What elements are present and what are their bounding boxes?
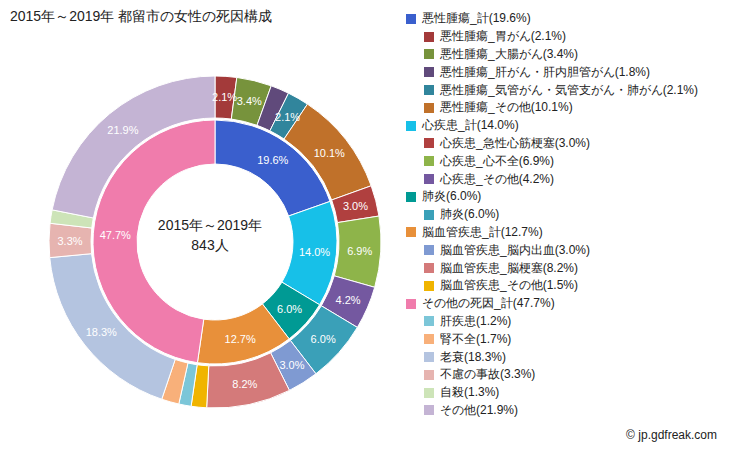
svg-text:3.0%: 3.0% bbox=[279, 359, 304, 371]
html-text:2015年～2019年 都留市の女性の死因構成: 2015年～2019年 都留市の女性の死因構成 bbox=[10, 8, 273, 24]
svg-text:4.2%: 4.2% bbox=[336, 294, 361, 306]
html-text:脳血管疾患_計(12.7%): 脳血管疾患_計(12.7%) bbox=[422, 225, 543, 239]
html-text:脳血管疾患_その他(1.5%): 脳血管疾患_その他(1.5%) bbox=[440, 278, 578, 293]
svg-text:6.0%: 6.0% bbox=[277, 303, 302, 315]
svg-text:10.1%: 10.1% bbox=[314, 147, 345, 159]
svg-text:8.2%: 8.2% bbox=[232, 378, 257, 390]
html-text:その他(21.9%): その他(21.9%) bbox=[440, 402, 518, 417]
html-text:心疾患_急性心筋梗塞(3.0%): 心疾患_急性心筋梗塞(3.0%) bbox=[440, 136, 590, 150]
html-text:843人: 843人 bbox=[191, 237, 229, 253]
html-text:老衰(18.3%): 老衰(18.3%) bbox=[440, 349, 506, 364]
html-text:悪性腫瘍_胃がん(2.1%): 悪性腫瘍_胃がん(2.1%) bbox=[440, 29, 566, 44]
html-text:悪性腫瘍_肝がん・肝内胆管がん(1.8%): 悪性腫瘍_肝がん・肝内胆管がん(1.8%) bbox=[440, 64, 650, 79]
html-text:悪性腫瘍_計(19.6%): 悪性腫瘍_計(19.6%) bbox=[422, 11, 531, 26]
svg-text:14.0%: 14.0% bbox=[299, 246, 330, 258]
html-text:脳血管疾患_脳内出血(3.0%): 脳血管疾患_脳内出血(3.0%) bbox=[440, 242, 590, 257]
html-text:心疾患_計(14.0%): 心疾患_計(14.0%) bbox=[422, 118, 519, 133]
svg-text:18.3%: 18.3% bbox=[86, 326, 117, 338]
html-text:肝疾患(1.2%): 肝疾患(1.2%) bbox=[440, 313, 512, 328]
html-text:心疾患_その他(4.2%): 心疾患_その他(4.2%) bbox=[440, 171, 554, 186]
html-text:腎不全(1.7%): 腎不全(1.7%) bbox=[440, 331, 512, 346]
svg-text:47.7%: 47.7% bbox=[100, 229, 131, 241]
svg-text:6.9%: 6.9% bbox=[347, 245, 372, 257]
svg-text:3.4%: 3.4% bbox=[237, 95, 262, 107]
html-text:自殺(1.3%): 自殺(1.3%) bbox=[440, 385, 500, 400]
html-text:心疾患_心不全(6.9%): 心疾患_心不全(6.9%) bbox=[440, 153, 554, 168]
html-text:2015年～2019年: 2015年～2019年 bbox=[157, 217, 263, 233]
svg-text:21.9%: 21.9% bbox=[107, 124, 138, 136]
html-text:不慮の事故(3.3%): 不慮の事故(3.3%) bbox=[440, 367, 536, 382]
html-text:脳血管疾患_脳梗塞(8.2%): 脳血管疾患_脳梗塞(8.2%) bbox=[440, 260, 578, 275]
svg-text:12.7%: 12.7% bbox=[225, 333, 256, 345]
svg-text:6.0%: 6.0% bbox=[311, 333, 336, 345]
html-text:© jp.gdfreak.com: © jp.gdfreak.com bbox=[626, 428, 717, 442]
svg-text:3.0%: 3.0% bbox=[343, 200, 368, 212]
html-text:悪性腫瘍_その他(10.1%): 悪性腫瘍_その他(10.1%) bbox=[440, 100, 573, 115]
svg-text:3.3%: 3.3% bbox=[57, 235, 82, 247]
html-text:悪性腫瘍_気管がん・気管支がん・肺がん(2.1%): 悪性腫瘍_気管がん・気管支がん・肺がん(2.1%) bbox=[440, 82, 698, 97]
svg-text:19.6%: 19.6% bbox=[257, 154, 288, 166]
svg-text:2.1%: 2.1% bbox=[275, 111, 300, 123]
html-text:肺炎(6.0%): 肺炎(6.0%) bbox=[440, 207, 500, 222]
html-text:その他の死因_計(47.7%): その他の死因_計(47.7%) bbox=[422, 296, 555, 311]
html-text:悪性腫瘍_大腸がん(3.4%): 悪性腫瘍_大腸がん(3.4%) bbox=[440, 47, 578, 61]
svg-text:2.1%: 2.1% bbox=[212, 91, 237, 103]
html-text:肺炎(6.0%): 肺炎(6.0%) bbox=[422, 189, 482, 204]
